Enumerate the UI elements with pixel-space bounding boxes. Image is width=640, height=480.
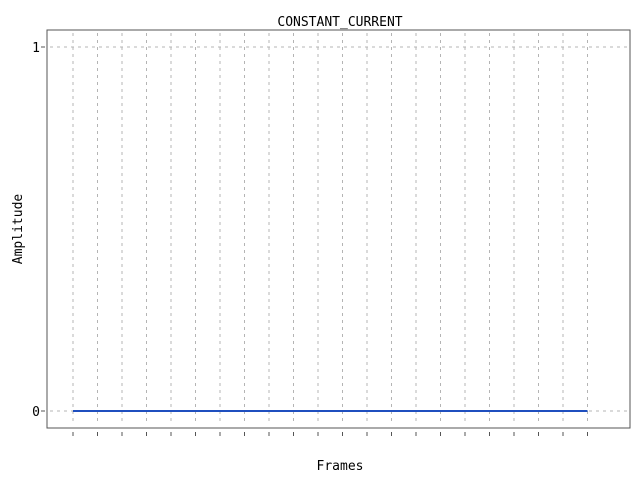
plot-frame: [46, 29, 631, 429]
y-axis-ticks: 01: [32, 41, 45, 420]
y-axis-label: Amplitude: [11, 194, 26, 265]
grid-lines: [50, 33, 627, 425]
y-tick-label: 1: [32, 41, 40, 56]
x-axis-label: Frames: [317, 459, 364, 474]
chart-title: CONSTANT_CURRENT: [277, 15, 402, 30]
x-axis-ticks: [72, 432, 588, 436]
y-tick-label: 0: [32, 405, 40, 420]
